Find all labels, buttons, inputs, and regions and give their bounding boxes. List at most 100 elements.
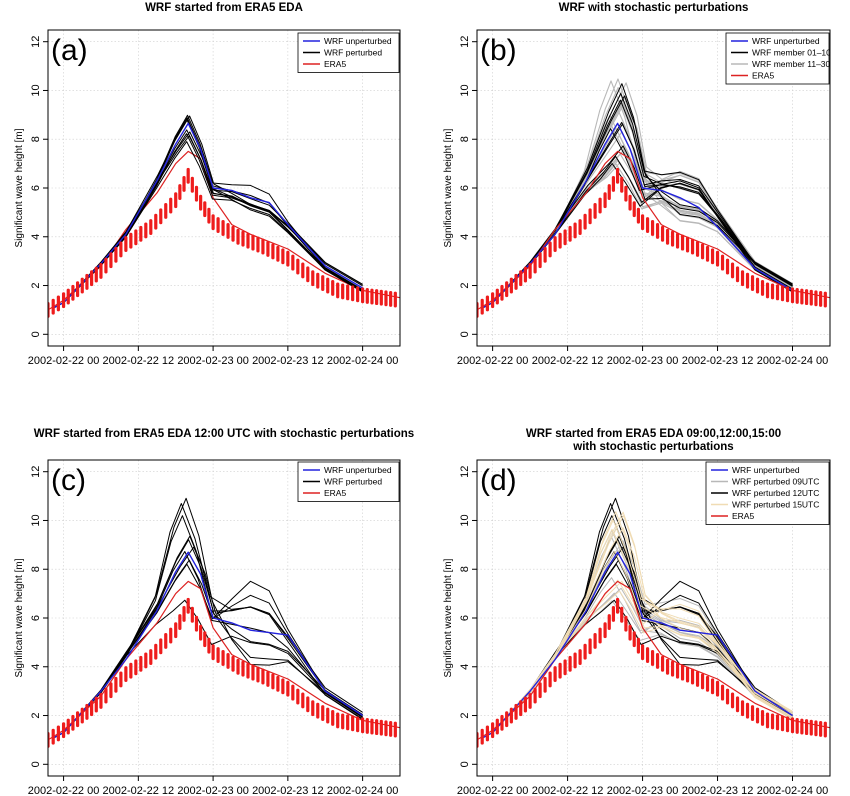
y-tick-label: 12 xyxy=(30,466,42,478)
panel-letter-b: (b) xyxy=(480,34,517,67)
y-tick-label: 8 xyxy=(459,136,471,142)
y-tick-label: 2 xyxy=(459,712,471,718)
x-tick-label: 2002-02-23 00 xyxy=(177,355,249,367)
legend-label: ERA5 xyxy=(732,511,754,521)
y-tick-label: 0 xyxy=(30,761,42,767)
x-tick-label: 2002-02-22 12 xyxy=(532,785,604,796)
series-line xyxy=(53,551,363,739)
y-tick-label: 2 xyxy=(30,712,42,718)
y-tick-label: 4 xyxy=(459,664,471,670)
y-tick-label: 6 xyxy=(30,185,42,191)
panel-letter-d: (d) xyxy=(480,464,517,497)
x-tick-label: 2002-02-22 00 xyxy=(457,355,529,367)
y-tick-label: 4 xyxy=(30,234,42,240)
legend-label: ERA5 xyxy=(752,71,774,81)
series-era5-eda xyxy=(477,597,827,748)
series-wrf-unperturbed xyxy=(482,551,793,739)
legend-label: WRF perturbed xyxy=(324,48,382,58)
legend-label: WRF perturbed xyxy=(324,477,382,487)
legend-label: WRF member 11–30 xyxy=(752,59,831,69)
y-axis-label: Significant wave height [m] xyxy=(14,558,25,677)
x-tick-label: 2002-02-23 12 xyxy=(682,785,754,796)
series-line xyxy=(482,551,793,739)
series-line xyxy=(477,580,830,741)
series-wrf-member-01-10 xyxy=(482,83,793,308)
series-line xyxy=(48,580,400,741)
series-line xyxy=(482,590,793,738)
legend-label: WRF unperturbed xyxy=(752,36,820,46)
x-tick-label: 2002-02-24 00 xyxy=(327,355,399,367)
x-axis-d: 2002-02-22 00 2002-02-22 12 2002-02-23 00 2… xyxy=(457,776,828,796)
x-tick-label: 2002-02-22 00 xyxy=(28,785,100,796)
legend-label: WRF perturbed 09UTC xyxy=(732,477,819,487)
panel-title-a-0: WRF started from ERA5 EDA xyxy=(145,2,303,14)
y-tick-label: 0 xyxy=(459,331,471,337)
panel-title-c-0: WRF started from ERA5 EDA 12:00 UTC with… xyxy=(34,428,414,440)
series-line xyxy=(53,546,363,738)
panel-title-d-0: WRF started from ERA5 EDA 09:00,12:00,15… xyxy=(526,428,781,440)
series-wrf-unperturbed xyxy=(53,551,363,739)
y-tick-label: 10 xyxy=(459,84,471,96)
y-tick-label: 6 xyxy=(30,615,42,621)
x-tick-label: 2002-02-23 00 xyxy=(607,785,679,796)
y-tick-label: 6 xyxy=(459,185,471,191)
series-line xyxy=(53,133,363,308)
series-line xyxy=(53,122,363,309)
y-axis-label: Significant wave height [m] xyxy=(443,558,454,677)
x-tick-label: 2002-02-24 00 xyxy=(327,785,399,796)
y-axis-c: 0 2 4 6 8 10 12 Significant wave height [m] xyxy=(14,466,48,767)
y-tick-label: 4 xyxy=(30,664,42,670)
panel-c: WRF started from ERA5 EDA 12:00 UTC with… xyxy=(14,428,414,796)
y-tick-label: 10 xyxy=(30,514,42,526)
x-tick-label: 2002-02-23 12 xyxy=(252,785,324,796)
y-axis-d: 0 2 4 6 8 10 12 Significant wave height [m] xyxy=(443,466,477,767)
x-tick-label: 2002-02-22 00 xyxy=(28,355,100,367)
y-tick-label: 8 xyxy=(30,566,42,572)
series-era5 xyxy=(477,580,830,741)
x-axis-c: 2002-02-22 00 2002-02-22 12 2002-02-23 00 2… xyxy=(28,776,399,796)
y-tick-label: 8 xyxy=(30,136,42,142)
y-tick-label: 2 xyxy=(459,282,471,288)
panel-a: WRF started from ERA5 EDA 0 2 4 6 8 10 12 Signif… xyxy=(14,2,401,367)
legend-label: WRF unperturbed xyxy=(324,36,392,46)
legend-label: WRF member 01–10 xyxy=(752,48,831,58)
series-line xyxy=(53,535,363,738)
y-tick-label: 0 xyxy=(459,761,471,767)
y-axis-label: Significant wave height [m] xyxy=(443,128,454,247)
legend-label: WRF unperturbed xyxy=(732,465,800,475)
y-tick-label: 10 xyxy=(30,84,42,96)
y-axis-a: 0 2 4 6 8 10 12 Significant wave height [m] xyxy=(14,36,48,337)
y-tick-label: 2 xyxy=(30,282,42,288)
series-era5-eda xyxy=(48,597,397,748)
legend-label: WRF perturbed 12UTC xyxy=(732,488,819,498)
y-axis-b: 0 2 4 6 8 10 12 Significant wave height [m] xyxy=(443,36,477,337)
panel-title-b-0: WRF with stochastic perturbations xyxy=(559,2,749,14)
y-tick-label: 6 xyxy=(459,615,471,621)
plot-area-d xyxy=(477,497,830,748)
y-tick-label: 12 xyxy=(30,36,42,48)
y-tick-label: 0 xyxy=(30,331,42,337)
legend-label: ERA5 xyxy=(324,59,346,69)
x-tick-label: 2002-02-22 12 xyxy=(532,355,604,367)
x-tick-label: 2002-02-23 00 xyxy=(607,355,679,367)
plot-area-b xyxy=(477,78,830,318)
y-tick-label: 12 xyxy=(459,36,471,48)
legend-label: WRF perturbed 15UTC xyxy=(732,500,819,510)
panel-letter-c: (c) xyxy=(51,464,86,497)
x-tick-label: 2002-02-22 12 xyxy=(103,355,175,367)
x-tick-label: 2002-02-24 00 xyxy=(757,355,829,367)
x-tick-label: 2002-02-23 12 xyxy=(252,355,324,367)
series-line xyxy=(482,92,793,308)
series-line xyxy=(53,115,363,308)
legend-label: WRF unperturbed xyxy=(324,465,392,475)
panel-b: WRF with stochastic perturbations 0 2 4 6 8 10… xyxy=(443,2,831,367)
series-era5-eda xyxy=(477,167,827,318)
y-tick-label: 4 xyxy=(459,234,471,240)
series-line xyxy=(482,515,793,738)
panel-title-d-1: with stochastic perturbations xyxy=(572,441,733,453)
